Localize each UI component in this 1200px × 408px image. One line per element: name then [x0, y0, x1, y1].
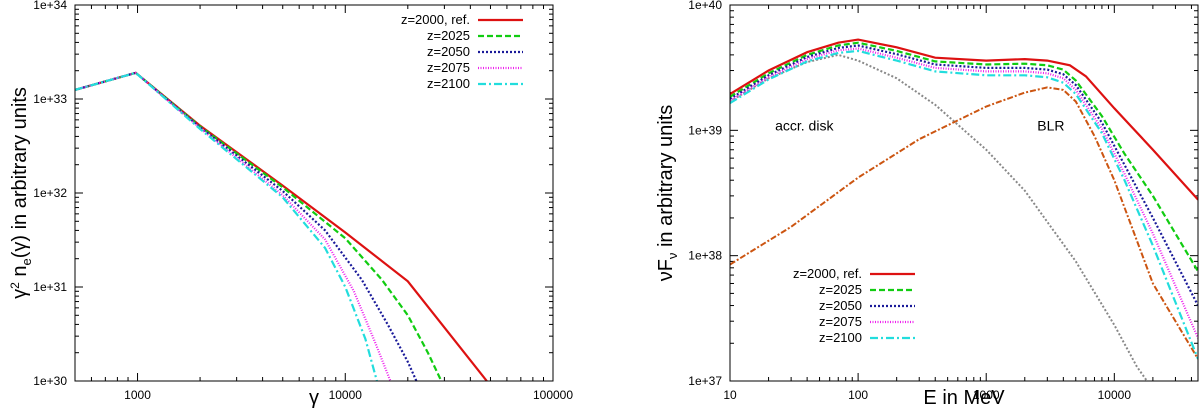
x-tick-label: 10000 [1098, 388, 1132, 402]
left-curves [75, 71, 488, 381]
right-y-axis-label: νFν in arbitrary units [655, 105, 680, 282]
x-tick-label: 1000 [973, 388, 1000, 402]
annotation-label: accr. disk [775, 117, 834, 133]
y-tick-label: 1e+32 [33, 186, 67, 200]
series-line-z-2050 [730, 44, 1198, 307]
series-line-z-2100 [75, 71, 378, 381]
series-line-z-2025 [75, 71, 443, 381]
left-x-tick-labels: 1000 10000 100000 [124, 388, 573, 402]
left-ticks [74, 4, 554, 382]
right-plot-frame [729, 4, 1199, 382]
right-x-tick-labels: 10 100 1000 10000 [723, 388, 1131, 402]
x-tick-label: 1000 [124, 388, 151, 402]
component-curve-blr [730, 86, 1198, 360]
left-panel: 1e+30 1e+31 1e+32 1e+33 1e+34 1000 10000 10000… [8, 0, 573, 408]
legend-label: z=2100 [427, 76, 470, 91]
y-tick-label: 1e+30 [33, 374, 67, 388]
series-line-z-2025 [730, 41, 1198, 272]
legend-label: z=2000, ref. [793, 266, 862, 281]
series-line-z-2100 [730, 49, 1198, 360]
left-y-axis-label: γ2 ne(γ) in arbitrary units [8, 87, 34, 299]
legend-label: z=2100 [819, 330, 862, 345]
x-tick-label: 10 [723, 388, 737, 402]
right-x-axis-label: E in MeV [923, 387, 1005, 408]
x-tick-label: 100 [848, 388, 868, 402]
component-curve-accr-disk [730, 53, 1148, 381]
y-tick-label: 1e+38 [688, 249, 722, 263]
y-tick-label: 1e+40 [688, 0, 722, 12]
y-tick-label: 1e+34 [33, 0, 67, 12]
series-line-z-2075 [730, 47, 1198, 339]
series-line-z-2000-ref [75, 71, 488, 381]
left-y-tick-labels: 1e+30 1e+31 1e+32 1e+33 1e+34 [33, 0, 67, 388]
right-y-tick-labels: 1e+37 1e+38 1e+39 1e+40 [688, 0, 722, 388]
x-tick-label: 100000 [533, 388, 573, 402]
y-tick-label: 1e+39 [688, 123, 722, 137]
legend-label: z=2050 [819, 298, 862, 313]
right-annotations: accr. disk BLR [775, 117, 1064, 133]
legend-label: z=2025 [427, 28, 470, 43]
series-line-z-2075 [75, 71, 392, 381]
right-panel: 1e+37 1e+38 1e+39 1e+40 10 100 1000 10000 E in… [655, 0, 1199, 408]
legend-label: z=2000, ref. [401, 12, 470, 27]
y-tick-label: 1e+37 [688, 374, 722, 388]
series-line-z-2000-ref [730, 38, 1198, 201]
series-line-z-2050 [75, 71, 418, 381]
left-plot-frame [74, 4, 554, 382]
y-tick-label: 1e+33 [33, 92, 67, 106]
left-x-axis-label: γ [309, 387, 319, 408]
legend-label: z=2075 [819, 314, 862, 329]
annotation-label: BLR [1037, 117, 1064, 133]
legend-label: z=2075 [427, 60, 470, 75]
legend-label: z=2050 [427, 44, 470, 59]
y-tick-label: 1e+31 [33, 280, 67, 294]
x-tick-label: 10000 [329, 388, 363, 402]
legend-label: z=2025 [819, 282, 862, 297]
right-ticks [729, 4, 1198, 382]
right-curves [730, 38, 1198, 381]
